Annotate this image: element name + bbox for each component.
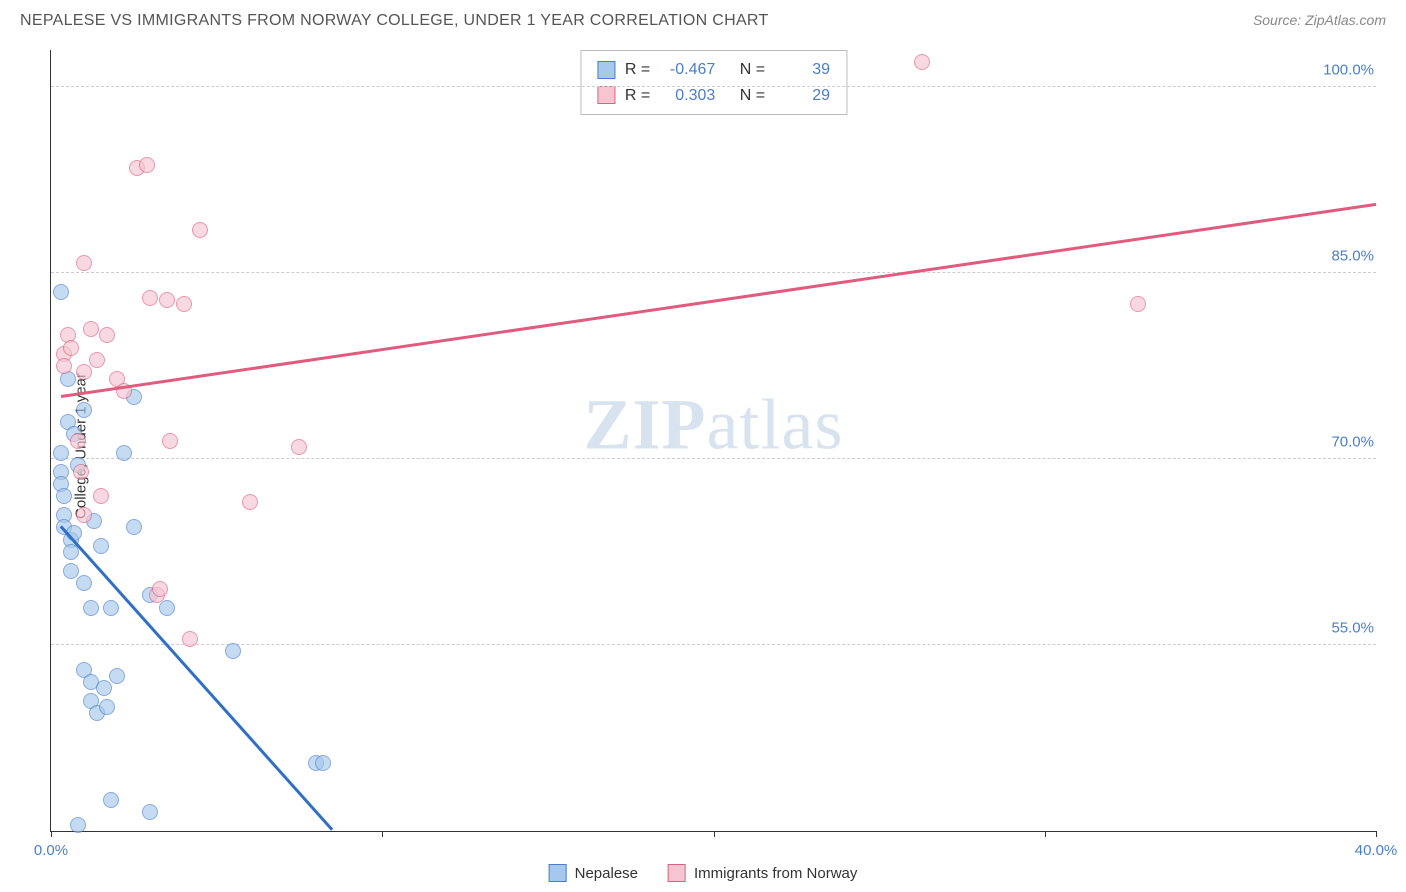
n-label: N = (740, 57, 765, 83)
data-point (914, 54, 930, 70)
x-tick-label: 0.0% (34, 842, 68, 859)
swatch-icon (668, 864, 686, 882)
data-point (103, 792, 119, 808)
data-point (242, 494, 258, 510)
data-point (176, 296, 192, 312)
legend-item-nepalese: Nepalese (549, 864, 638, 882)
data-point (83, 321, 99, 337)
x-tick-label: 40.0% (1355, 842, 1398, 859)
data-point (159, 292, 175, 308)
x-tick (714, 831, 715, 837)
data-point (142, 804, 158, 820)
data-point (53, 445, 69, 461)
legend-label: Nepalese (575, 865, 638, 882)
y-tick-label: 100.0% (1319, 62, 1378, 79)
chart-legend: Nepalese Immigrants from Norway (549, 864, 858, 882)
data-point (139, 157, 155, 173)
swatch-icon (597, 61, 615, 79)
trend-line (61, 202, 1376, 397)
chart-header: NEPALESE VS IMMIGRANTS FROM NORWAY COLLE… (0, 0, 1406, 38)
source-name: ZipAtlas.com (1305, 12, 1386, 28)
data-point (73, 464, 89, 480)
watermark-rest: atlas (707, 384, 844, 464)
data-point (89, 352, 105, 368)
data-point (70, 817, 86, 833)
y-tick-label: 85.0% (1327, 248, 1378, 265)
trend-line (60, 525, 333, 830)
gridline (51, 86, 1376, 87)
data-point (70, 433, 86, 449)
data-point (99, 327, 115, 343)
watermark-bold: ZIP (584, 384, 707, 464)
data-point (76, 364, 92, 380)
data-point (83, 600, 99, 616)
data-point (1130, 296, 1146, 312)
x-tick (51, 831, 52, 837)
data-point (76, 255, 92, 271)
r-value-nepalese: -0.467 (660, 57, 715, 83)
data-point (315, 755, 331, 771)
data-point (152, 581, 168, 597)
source-attribution: Source: ZipAtlas.com (1253, 12, 1386, 28)
correlation-stats-box: R = -0.467 N = 39 R = 0.303 N = 29 (580, 50, 847, 115)
swatch-icon (597, 86, 615, 104)
y-tick-label: 55.0% (1327, 620, 1378, 637)
data-point (56, 488, 72, 504)
data-point (182, 631, 198, 647)
data-point (99, 699, 115, 715)
x-tick (1045, 831, 1046, 837)
data-point (109, 668, 125, 684)
data-point (142, 290, 158, 306)
data-point (76, 575, 92, 591)
data-point (96, 680, 112, 696)
x-tick (1376, 831, 1377, 837)
data-point (159, 600, 175, 616)
data-point (192, 222, 208, 238)
x-tick (382, 831, 383, 837)
data-point (76, 402, 92, 418)
data-point (63, 340, 79, 356)
watermark: ZIPatlas (584, 383, 844, 466)
n-value-nepalese: 39 (775, 57, 830, 83)
data-point (56, 358, 72, 374)
data-point (291, 439, 307, 455)
chart-title: NEPALESE VS IMMIGRANTS FROM NORWAY COLLE… (20, 12, 769, 30)
data-point (103, 600, 119, 616)
gridline (51, 644, 1376, 645)
r-label: R = (625, 57, 650, 83)
legend-label: Immigrants from Norway (694, 865, 857, 882)
y-tick-label: 70.0% (1327, 434, 1378, 451)
data-point (93, 538, 109, 554)
data-point (225, 643, 241, 659)
gridline (51, 458, 1376, 459)
data-point (93, 488, 109, 504)
source-label: Source: (1253, 12, 1305, 28)
data-point (76, 507, 92, 523)
legend-item-norway: Immigrants from Norway (668, 864, 857, 882)
scatter-chart: ZIPatlas R = -0.467 N = 39 R = 0.303 N =… (50, 50, 1376, 832)
data-point (126, 519, 142, 535)
data-point (116, 445, 132, 461)
stats-row-nepalese: R = -0.467 N = 39 (597, 57, 830, 83)
data-point (53, 284, 69, 300)
data-point (162, 433, 178, 449)
data-point (63, 563, 79, 579)
swatch-icon (549, 864, 567, 882)
gridline (51, 272, 1376, 273)
